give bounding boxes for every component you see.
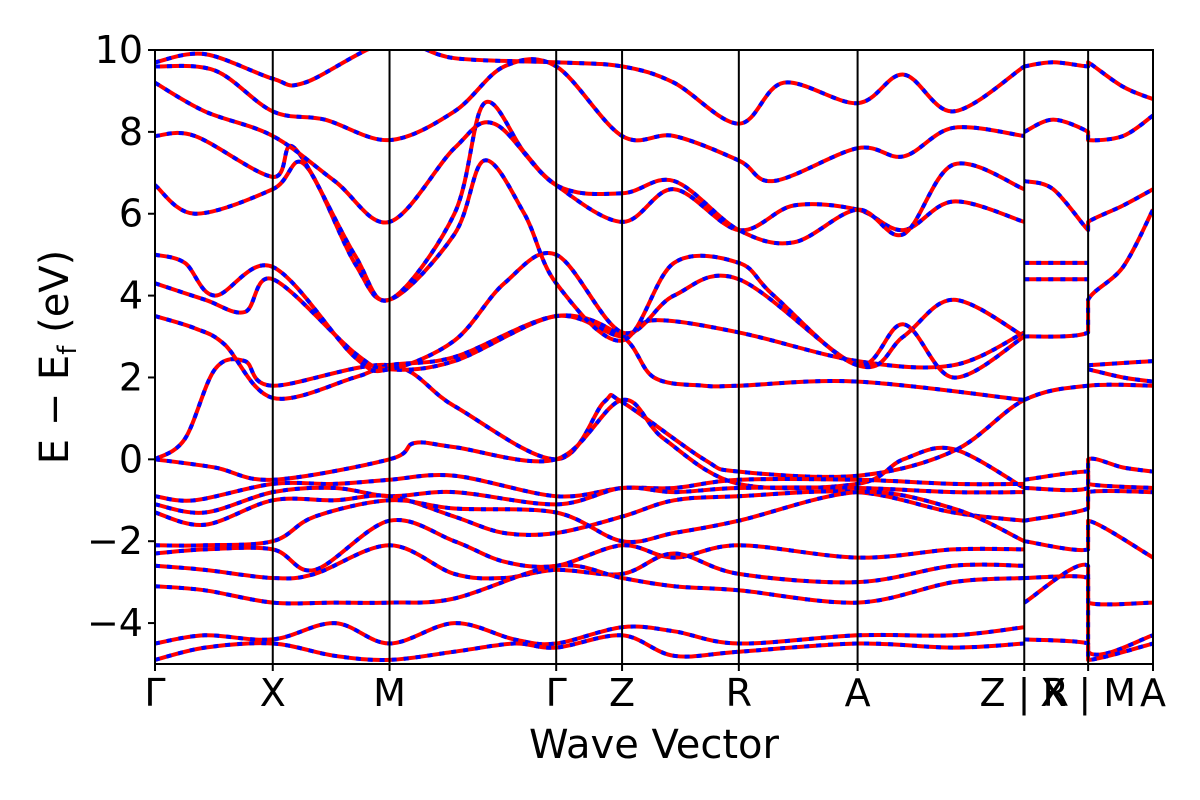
y-axis-label-unit [32,333,78,346]
x-tick-label-2: M [373,671,406,715]
kpoint-lines [271,50,1090,664]
band-line-blue-24 [1024,208,1153,339]
x-tick-label-1: X [260,671,286,715]
band-line-red-26 [1087,367,1153,384]
band-line-blue-6 [155,99,1025,303]
band-line-red-4 [155,251,1026,374]
y-tick-label-2: 0 [119,437,143,481]
band-line-blue-18 [155,633,1025,663]
y-axis-label-unit-text: (eV) [32,250,78,333]
plot-area [155,50,1153,663]
x-tick-label-9: A [1140,671,1166,715]
x-tick-label-7: Z | R [980,671,1069,716]
band-line-blue-21 [1023,60,1153,101]
band-line-blue-28 [1024,469,1153,490]
x-tick-label-5: R [726,671,752,715]
y-axis-label: E − Ef (eV) [32,250,83,465]
band-line-blue-4 [155,251,1026,374]
y-tick-label-7: 10 [95,28,143,72]
y-axis-label-subscript: f [53,345,83,355]
band-line-blue-30 [1024,518,1153,560]
y-axis-label-main: E − E [32,355,78,465]
x-axis-label: Wave Vector [529,722,780,768]
y-tick-label-4: 4 [119,274,143,318]
band-line-blue-0 [155,357,1153,479]
band-line-blue-25 [1087,359,1153,368]
band-line-blue-8 [155,57,1025,184]
band-line-blue-3 [155,276,1025,402]
y-tick-label-5: 6 [119,192,143,236]
y-tick-label-3: 2 [119,355,143,399]
band-line-red-1 [155,397,1026,491]
band-line-red-7 [155,80,1026,246]
x-tick-label-4: Z [609,671,635,715]
x-tick-label-8: X | M [1040,671,1136,716]
band-line-blue-5 [155,158,1026,380]
band-line-blue-9 [155,50,1026,126]
plot-frame [154,49,1154,665]
band-line-red-6 [155,99,1025,303]
y-ticks: −4 −2 0 2 4 6 8 10 [87,28,155,645]
band-line-red-18 [155,633,1025,663]
x-tick-label-3: Γ [546,671,567,715]
band-line-blue-27 [1024,456,1153,493]
y-tick-label-0: −4 [87,601,143,645]
x-tick-label-0: Γ [144,671,165,715]
band-line-blue-1 [155,397,1026,491]
y-tick-label-1: −2 [87,519,143,563]
band-line-red-15 [155,543,1025,585]
x-tick-label-6: A [845,671,871,715]
band-line-red-25 [1087,359,1153,368]
y-tick-label-6: 8 [119,110,143,154]
